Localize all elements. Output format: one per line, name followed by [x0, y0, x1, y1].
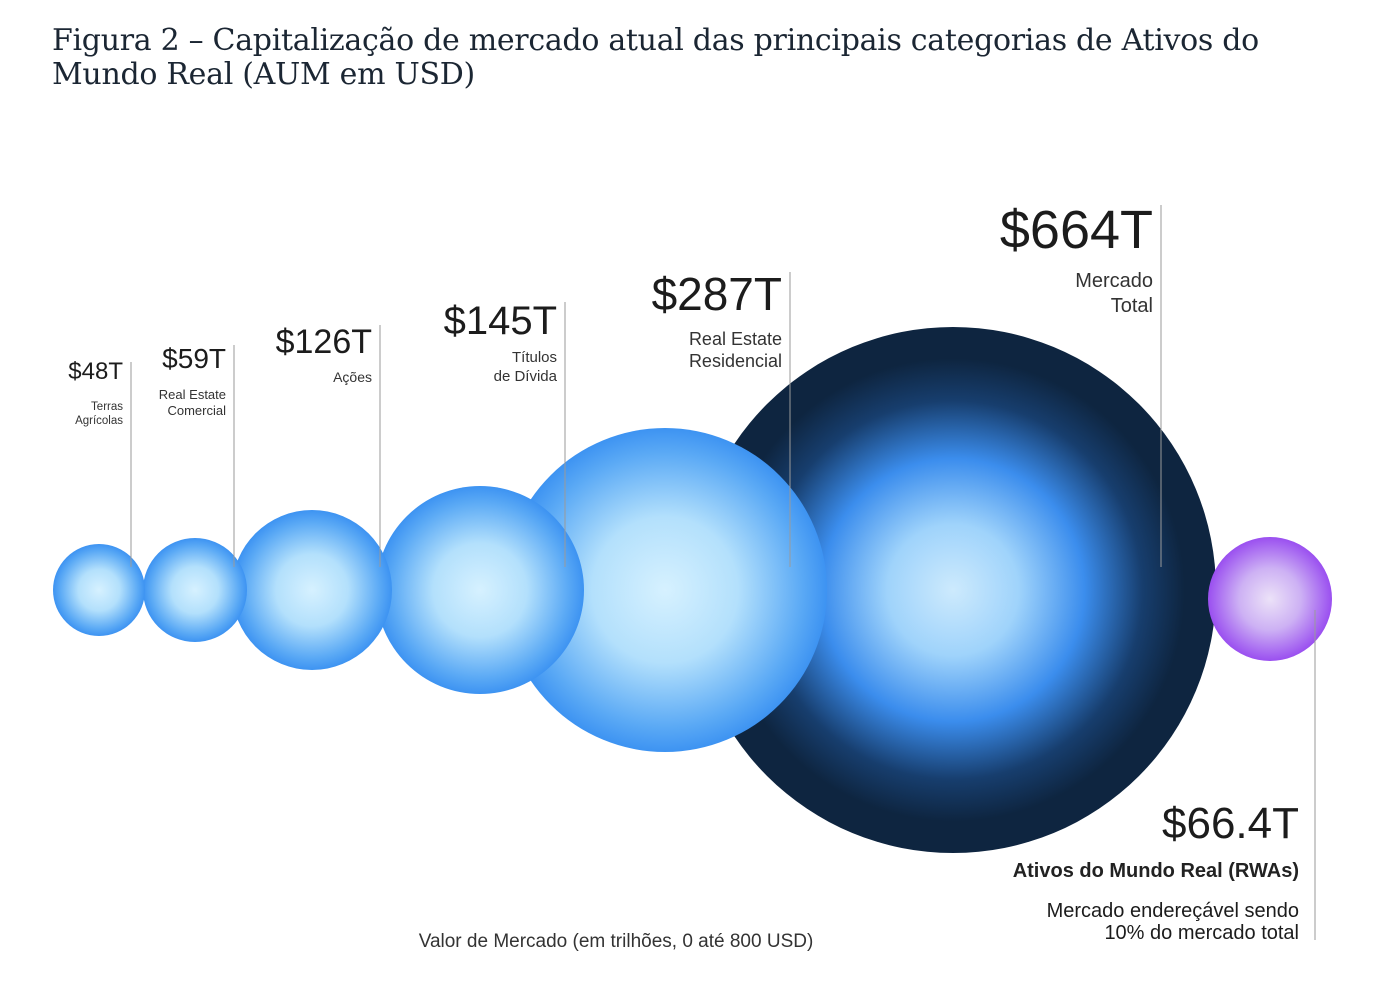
- bubble-4: [503, 428, 827, 752]
- category-label: Real Estate: [159, 387, 226, 402]
- category-label: Comercial: [167, 403, 226, 418]
- bubble-1: [143, 538, 247, 642]
- bubble-6: [1208, 537, 1332, 661]
- note-label: Mercado endereçável sendo: [1047, 900, 1299, 922]
- x-axis-label: Valor de Mercado (em trilhões, 0 até 800…: [419, 931, 814, 952]
- category-label: Ações: [333, 369, 372, 385]
- category-label: Residencial: [689, 351, 782, 371]
- value-label: $287T: [652, 268, 782, 320]
- bubble-3: [376, 486, 584, 694]
- category-label: Títulos: [512, 349, 557, 366]
- value-label: $66.4T: [1162, 799, 1299, 848]
- value-label: $145T: [444, 299, 557, 343]
- bubble-5: [690, 327, 1216, 853]
- category-label: Terras: [91, 401, 123, 413]
- value-label: $126T: [276, 323, 372, 361]
- bubble-0: [53, 544, 145, 636]
- bubble-2: [232, 510, 392, 670]
- category-label: Ativos do Mundo Real (RWAs): [1013, 860, 1299, 882]
- category-label: Total: [1111, 295, 1153, 317]
- category-label: de Dívida: [494, 368, 558, 385]
- category-label: Agrícolas: [75, 415, 123, 427]
- note-label: 10% do mercado total: [1104, 922, 1299, 944]
- value-label: $664T: [1000, 200, 1153, 260]
- category-label: Mercado: [1075, 270, 1153, 292]
- value-label: $48T: [68, 358, 123, 385]
- figure-title: Figura 2 – Capitalização de mercado atua…: [52, 23, 1259, 92]
- category-label: Real Estate: [689, 329, 782, 349]
- value-label: $59T: [162, 343, 226, 374]
